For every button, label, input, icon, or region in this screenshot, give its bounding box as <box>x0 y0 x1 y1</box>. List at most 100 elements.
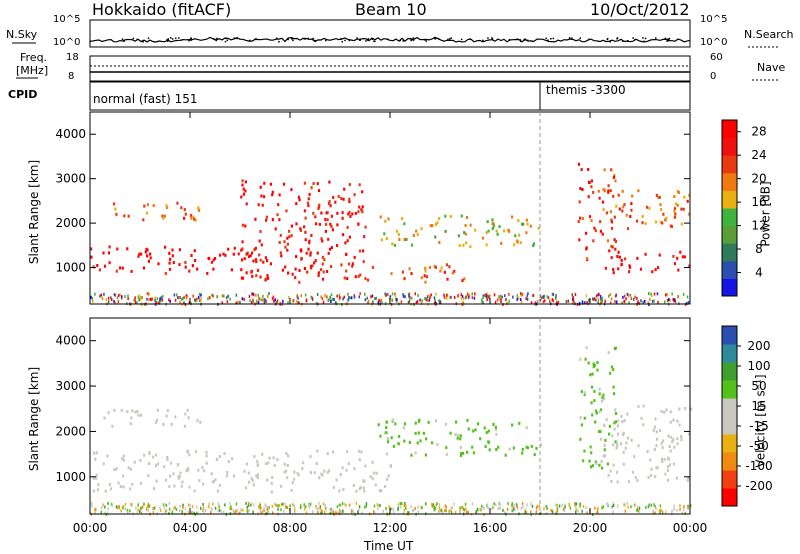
nsearch-point <box>248 39 251 42</box>
power-ytick-label: 1000 <box>55 261 86 275</box>
nsearch-point <box>190 39 192 41</box>
velocity-colorbar-tick-label: -200 <box>745 479 772 493</box>
power-colorbar-segment <box>722 278 737 297</box>
nsearch-point <box>356 37 358 39</box>
power-colorbar-segment <box>722 243 737 262</box>
power-colorbar-segment <box>722 225 737 244</box>
nsearch-point <box>547 39 549 41</box>
nsearch-point <box>142 40 144 43</box>
velocity-structure-2 <box>377 418 542 457</box>
nsearch-tick-top: 10^5 <box>700 14 728 25</box>
nsearch-point <box>215 39 217 42</box>
nsearch-point <box>449 38 451 40</box>
nsearch-point <box>214 38 216 41</box>
velocity-ylabel: Slant Range [km] <box>27 366 42 472</box>
nsearch-point <box>344 39 346 42</box>
nsearch-point <box>568 37 571 39</box>
nsearch-point <box>664 37 667 40</box>
nsearch-point <box>469 38 471 40</box>
power-colorbar-label: Power [dB] <box>758 181 773 247</box>
date-title: 10/Oct/2012 <box>590 0 690 19</box>
nsearch-point <box>606 38 609 41</box>
power-ytick-label: 2000 <box>55 216 86 230</box>
power-colorbar-frame <box>721 119 738 297</box>
velocity-colorbar-frame <box>721 325 738 507</box>
nsearch-point <box>236 37 238 40</box>
power-colorbar-tick-label: 12 <box>751 219 766 233</box>
nsearch-point <box>166 39 168 41</box>
velocity-colorbar-tick-label: 15 <box>751 399 766 413</box>
nsearch-point <box>491 38 494 40</box>
nsearch-point <box>365 40 367 42</box>
power-colorbar-tick-label: 4 <box>755 266 763 280</box>
velocity-colorbar-segment <box>722 326 737 345</box>
nsearch-point <box>412 37 415 39</box>
nsearch-point <box>225 37 227 40</box>
nsearch-point <box>460 38 463 41</box>
power-colorbar-tick-label: 20 <box>751 172 766 186</box>
velocity-colorbar-segment <box>722 470 737 489</box>
velocity-colorbar-segment <box>722 452 737 471</box>
velocity-structure-4 <box>602 404 693 484</box>
nsearch-point <box>424 39 426 41</box>
nsearch-point <box>447 38 449 41</box>
nsearch-point <box>371 38 374 40</box>
nsearch-point <box>374 40 376 43</box>
x-tick-label: 12:00 <box>373 521 408 535</box>
cpid-label: CPID <box>8 88 38 101</box>
nsearch-point <box>519 39 522 41</box>
nsearch-point <box>312 37 314 40</box>
nsearch-point <box>367 39 369 42</box>
nsky-label: N.Sky <box>6 28 38 41</box>
velocity-echo-layer <box>90 346 693 516</box>
nsearch-point <box>523 39 525 41</box>
nsearch-point <box>180 39 183 41</box>
nsearch-point <box>616 38 618 40</box>
nsearch-point <box>609 41 611 43</box>
velocity-near-range-noise <box>90 501 692 516</box>
nsearch-point <box>167 38 169 40</box>
nsearch-point <box>123 39 125 41</box>
nsky-tick-top: 10^5 <box>53 14 81 25</box>
power-echo-layer <box>90 162 691 307</box>
nsearch-point <box>644 37 647 40</box>
nave-tick-top: 60 <box>710 52 723 63</box>
power-colorbar-segment <box>722 208 737 227</box>
power-ytick-label: 3000 <box>55 172 86 186</box>
nsearch-point <box>278 41 280 43</box>
nsearch-point <box>616 37 619 39</box>
power-structure-6 <box>604 250 691 275</box>
velocity-colorbar-segment <box>722 380 737 399</box>
nsearch-point <box>153 41 155 43</box>
nsearch-point <box>291 37 293 40</box>
nsearch-point <box>482 39 484 42</box>
x-tick-label: 16:00 <box>473 521 508 535</box>
nsearch-point <box>178 37 180 39</box>
velocity-ytick-label: 3000 <box>55 379 86 393</box>
velocity-colorbar-tick-label: 200 <box>748 339 771 353</box>
nsearch-point <box>276 37 278 40</box>
nave-tick-bottom: 0 <box>710 71 717 82</box>
power-structure-4 <box>366 263 466 284</box>
cpid-panel-frame <box>89 81 691 111</box>
power-structure-5 <box>577 162 617 262</box>
velocity-colorbar-tick-label: -50 <box>749 439 769 453</box>
nsearch-point <box>634 38 636 41</box>
nsky-trace <box>89 36 691 43</box>
nsky-panel-frame <box>89 19 691 48</box>
nsearch-point <box>520 40 522 42</box>
nsearch-point <box>508 38 511 41</box>
cpid-segment-1: normal (fast) 151 <box>93 92 198 106</box>
velocity-colorbar-segment <box>722 344 737 363</box>
velocity-colorbar-label: Velocity [m s⁻¹] <box>753 374 768 468</box>
power-colorbar <box>721 119 741 297</box>
velocity-colorbar-tick-label: -100 <box>745 459 772 473</box>
velocity-colorbar-tick-label: -15 <box>749 419 769 433</box>
nsearch-point <box>531 40 534 43</box>
nsearch-point <box>550 38 552 40</box>
nsearch-point <box>437 38 440 40</box>
velocity-colorbar-tick-label: 100 <box>748 359 771 373</box>
nsearch-point <box>147 37 150 39</box>
nsearch-point <box>359 39 361 41</box>
